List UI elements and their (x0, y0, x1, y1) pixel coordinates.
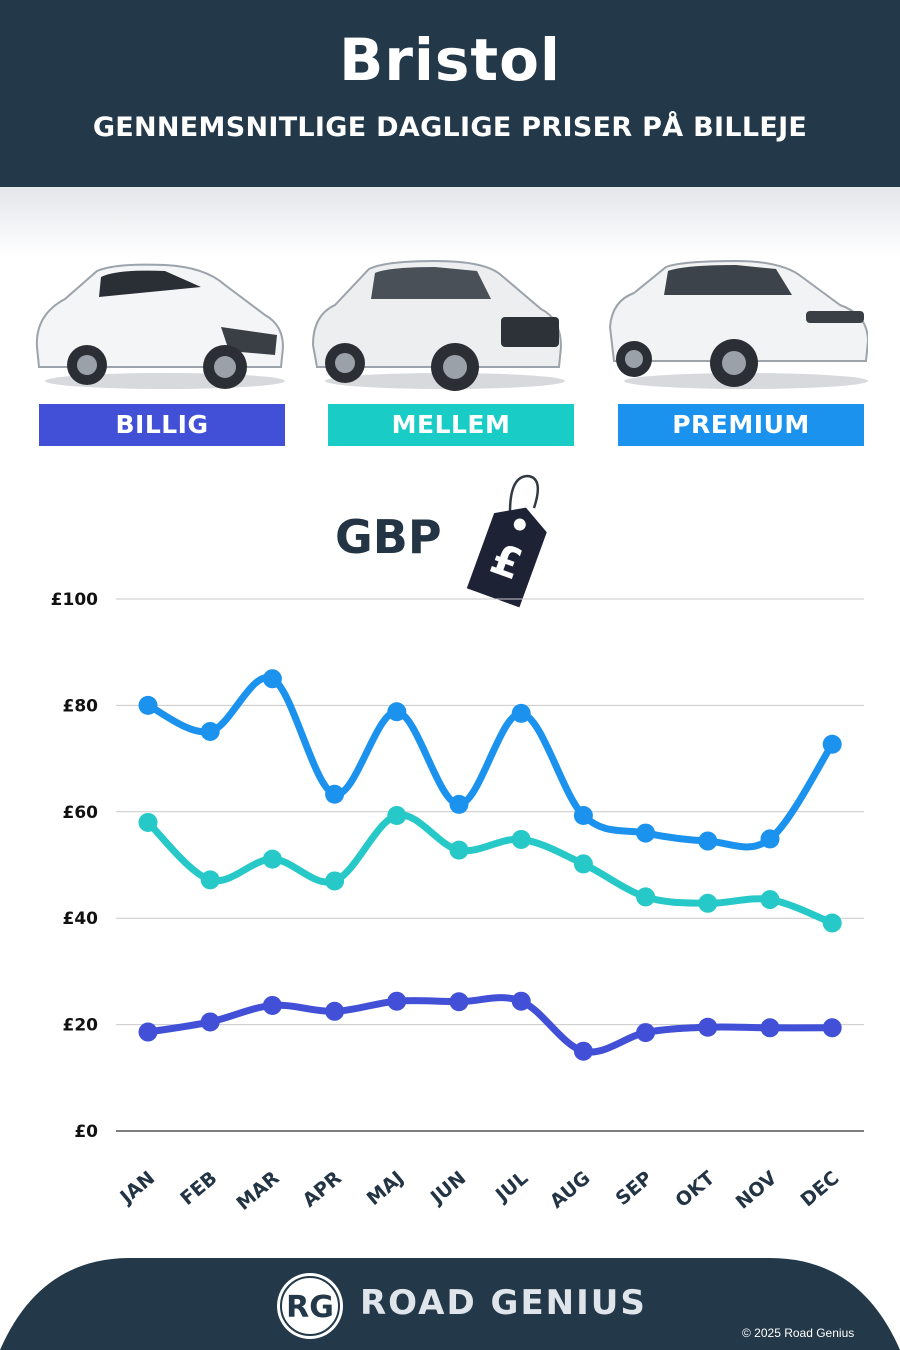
currency-label: GBP (335, 510, 442, 564)
data-point-premium (325, 784, 345, 804)
data-point-mellem (200, 870, 220, 890)
data-point-billig (760, 1018, 780, 1038)
data-point-mellem (449, 840, 469, 860)
x-tick-label: JUN (425, 1167, 470, 1210)
y-tick-label: £0 (74, 1122, 98, 1142)
data-point-billig (262, 995, 282, 1015)
y-axis-labels: £0 £20 £40 £60 £80 £100 (51, 590, 98, 1142)
data-point-premium (698, 831, 718, 851)
chart-grid (116, 598, 864, 1132)
road-genius-logo-icon: RG (277, 1273, 343, 1339)
data-point-premium (449, 794, 469, 814)
data-point-premium (387, 702, 407, 722)
x-tick-label: DEC (797, 1167, 844, 1211)
price-tag-icon: £ (466, 474, 547, 608)
series-line-premium (144, 674, 836, 851)
data-point-billig (822, 1018, 842, 1038)
category-badge-mellem: MELLEM (328, 404, 574, 446)
data-point-mellem (822, 913, 842, 933)
data-point-billig (636, 1023, 656, 1043)
footer-arc-background (0, 1258, 900, 1350)
data-point-premium (573, 806, 593, 826)
header-banner: Bristol GENNEMSNITLIGE DAGLIGE PRISER PÅ… (0, 0, 900, 187)
data-point-billig (511, 991, 531, 1011)
data-point-premium (262, 669, 282, 689)
data-point-billig (573, 1041, 593, 1061)
suv-car-image (311, 259, 565, 391)
x-tick-label: JUL (490, 1167, 532, 1207)
x-tick-label: SEP (612, 1167, 657, 1210)
data-point-billig (387, 991, 407, 1011)
data-point-premium (760, 829, 780, 849)
data-point-mellem (636, 887, 656, 907)
data-point-billig (698, 1017, 718, 1037)
x-tick-label: MAJ (363, 1167, 408, 1210)
x-axis-labels: JAN FEB MAR APR MAJ JUN JUL AUG SEP OKT NOV DEC (115, 1167, 844, 1215)
x-tick-label: JAN (115, 1167, 160, 1209)
logo-text: RG (286, 1290, 334, 1325)
data-point-mellem (698, 893, 718, 913)
copyright-text: © 2025 Road Genius (742, 1326, 855, 1340)
hatchback-car-image (35, 263, 285, 389)
chart-series (138, 669, 842, 1061)
data-point-mellem (387, 806, 407, 826)
data-point-billig (449, 992, 469, 1012)
city-title: Bristol (339, 26, 561, 94)
header-shadow (0, 187, 900, 257)
chart-subtitle: GENNEMSNITLIGE DAGLIGE PRISER PÅ BILLEJE (92, 112, 808, 143)
data-point-mellem (138, 812, 158, 832)
x-tick-label: FEB (176, 1167, 221, 1210)
y-tick-label: £80 (63, 696, 99, 716)
data-point-billig (325, 1001, 345, 1021)
x-tick-label: MAR (233, 1167, 284, 1215)
y-tick-label: £60 (63, 803, 99, 823)
data-point-mellem (262, 849, 282, 869)
data-point-billig (138, 1022, 158, 1042)
x-tick-label: NOV (732, 1167, 782, 1214)
data-point-mellem (325, 871, 345, 891)
category-badge-billig: BILLIG (39, 404, 285, 446)
category-badge-premium: PREMIUM (618, 404, 864, 446)
data-point-premium (636, 823, 656, 843)
y-tick-label: £40 (63, 909, 99, 929)
price-line-chart: £0 £20 £40 £60 £80 £100 JAN FEB MAR APR MAJ JUN JUL… (51, 590, 864, 1215)
series-line-mellem (144, 811, 836, 927)
y-tick-label: £100 (51, 590, 98, 610)
x-tick-label: OKT (671, 1167, 719, 1212)
data-point-premium (138, 695, 158, 715)
data-point-premium (200, 721, 220, 741)
x-tick-label: APR (299, 1167, 347, 1212)
data-point-premium (511, 703, 531, 723)
footer (0, 1258, 900, 1350)
data-point-mellem (511, 829, 531, 849)
data-point-billig (200, 1012, 220, 1032)
x-tick-label: AUG (546, 1167, 595, 1213)
data-point-premium (822, 734, 842, 754)
premium-suv-car-image (608, 259, 868, 389)
brand-name: ROAD GENIUS (360, 1283, 647, 1323)
data-point-mellem (760, 890, 780, 910)
y-tick-label: £20 (63, 1016, 99, 1036)
data-point-mellem (573, 854, 593, 874)
